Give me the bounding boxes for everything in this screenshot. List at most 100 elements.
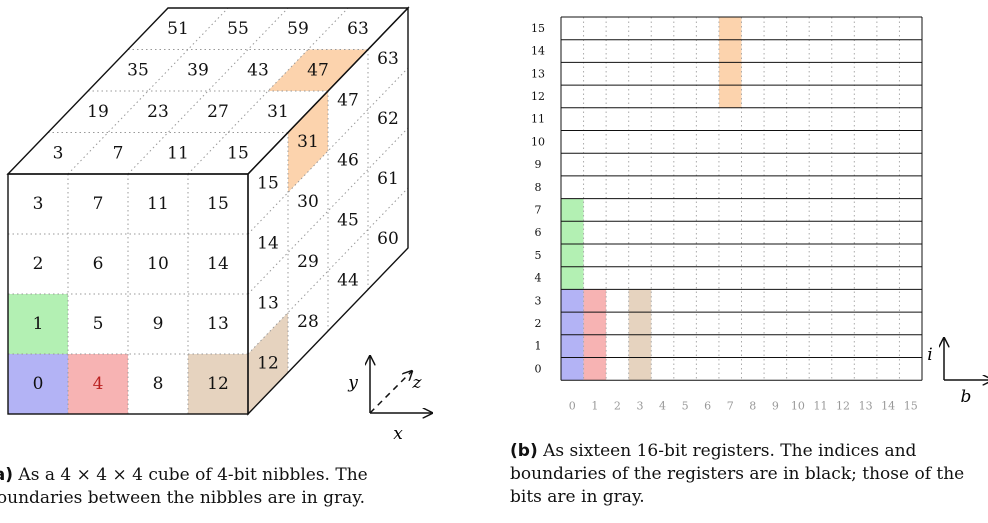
right-nibble-label: 31 <box>297 132 319 152</box>
register-index-label: 5 <box>535 249 542 262</box>
top-nibble-label: 43 <box>247 60 269 80</box>
top-nibble-label: 59 <box>287 19 309 39</box>
top-nibble-label: 7 <box>113 143 124 163</box>
right-nibble-label: 44 <box>337 270 359 290</box>
top-nibble-label: 51 <box>167 19 189 39</box>
bit-index-label: 1 <box>591 400 598 413</box>
top-nibble-label: 31 <box>267 102 289 122</box>
axis-z-label: z <box>412 373 423 393</box>
right-nibble-label: 15 <box>257 173 279 193</box>
register-index-label: 4 <box>535 272 542 285</box>
nibble-boundary <box>247 127 409 295</box>
front-nibble-label: 3 <box>33 194 44 214</box>
front-nibble-label: 5 <box>93 314 104 334</box>
axis-y-label: y <box>347 373 358 393</box>
caption-a-text: As a 4 × 4 × 4 cube of 4-bit nibbles. Th… <box>0 465 368 508</box>
register-index-label: 9 <box>535 158 542 171</box>
caption-b: (b) As sixteen 16-bit registers. The ind… <box>510 440 988 509</box>
right-nibble-label: 12 <box>257 353 279 373</box>
axis-b-label: b <box>961 387 972 407</box>
bit-index-label: 13 <box>859 400 873 413</box>
front-nibble-label: 11 <box>147 194 169 214</box>
top-nibble-label: 39 <box>187 60 209 80</box>
front-nibble-label: 14 <box>207 254 229 274</box>
front-nibble-label: 6 <box>93 254 104 274</box>
bit-index-label: 7 <box>727 400 734 413</box>
top-nibble-label: 11 <box>167 143 189 163</box>
top-nibble-label: 27 <box>207 102 229 122</box>
front-cell-fill <box>68 354 128 414</box>
caption-b-text: As sixteen 16-bit registers. The indices… <box>510 441 965 507</box>
bit-index-label: 15 <box>904 400 918 413</box>
register-index-label: 10 <box>531 135 545 148</box>
front-nibble-label: 9 <box>153 314 164 334</box>
top-nibble-label: 23 <box>147 102 169 122</box>
bit-index-label: 9 <box>772 400 779 413</box>
bit-index-label: 2 <box>614 400 621 413</box>
right-nibble-label: 62 <box>377 109 399 129</box>
right-cell-fill <box>288 91 328 193</box>
front-nibble-label: 2 <box>33 254 44 274</box>
right-nibble-label: 61 <box>377 169 399 189</box>
caption-a-label: (a) <box>0 465 14 485</box>
bit-index-label: 12 <box>836 400 850 413</box>
register-index-label: 7 <box>535 203 542 216</box>
right-nibble-label: 14 <box>257 233 279 253</box>
right-nibble-label: 46 <box>337 150 359 170</box>
right-nibble-label: 30 <box>297 192 319 212</box>
register-index-label: 2 <box>535 317 542 330</box>
register-index-label: 6 <box>535 226 542 239</box>
top-cell-fill <box>268 49 368 91</box>
right-nibble-label: 29 <box>297 252 319 272</box>
register-index-label: 15 <box>531 22 545 35</box>
right-nibble-label: 47 <box>337 90 359 110</box>
right-nibble-label: 13 <box>257 293 279 313</box>
register-index-label: 1 <box>535 340 542 353</box>
bit-index-label: 6 <box>704 400 711 413</box>
front-nibble-label: 0 <box>33 374 44 394</box>
top-nibble-label: 19 <box>87 102 109 122</box>
nibble-cube: 3 7 11 15 2 6 10 14 1 5 9 13 0 4 8 12 51 55 59 63 35 39 43 47 19… <box>6 6 410 416</box>
axis-i-label: i <box>927 345 932 365</box>
axis-x-label: x <box>393 424 403 444</box>
bit-index-label: 4 <box>659 400 666 413</box>
front-nibble-label: 4 <box>93 374 104 394</box>
bit-index-label: 3 <box>636 400 643 413</box>
bit-index-label: 8 <box>749 400 756 413</box>
top-nibble-label: 47 <box>307 60 329 80</box>
front-nibble-label: 12 <box>207 374 229 394</box>
register-index-label: 14 <box>531 45 545 58</box>
front-nibble-label: 7 <box>93 194 104 214</box>
bit-index-label: 0 <box>569 400 576 413</box>
front-nibble-label: 8 <box>153 374 164 394</box>
right-nibble-label: 28 <box>297 312 319 332</box>
front-cell-fill <box>8 354 68 414</box>
front-nibble-label: 13 <box>207 314 229 334</box>
top-nibble-label: 15 <box>227 143 249 163</box>
register-index-label: 12 <box>531 90 545 103</box>
front-nibble-label: 15 <box>207 194 229 214</box>
register-axes: i b <box>927 338 988 407</box>
caption-b-label: (b) <box>510 441 538 461</box>
cube-axes: y x z <box>347 356 432 444</box>
caption-a: (a) As a 4 × 4 × 4 cube of 4-bit nibbles… <box>0 464 456 510</box>
register-index-label: 13 <box>531 67 545 80</box>
bit-index-label: 11 <box>813 400 827 413</box>
top-nibble-label: 35 <box>127 60 149 80</box>
front-cell-fill <box>188 354 248 414</box>
right-nibble-label: 63 <box>377 49 399 69</box>
bit-index-label: 14 <box>881 400 895 413</box>
front-cell-fill <box>8 294 68 354</box>
right-nibble-label: 60 <box>377 229 399 249</box>
cube-right-outline <box>247 6 409 416</box>
register-index-label: 3 <box>535 294 542 307</box>
register-index-label: 0 <box>535 362 542 375</box>
front-nibble-label: 10 <box>147 254 169 274</box>
right-nibble-label: 45 <box>337 210 359 230</box>
right-cell-fill <box>248 312 288 414</box>
bit-index-label: 10 <box>791 400 805 413</box>
top-nibble-label: 55 <box>227 19 249 39</box>
register-index-label: 11 <box>531 113 545 126</box>
